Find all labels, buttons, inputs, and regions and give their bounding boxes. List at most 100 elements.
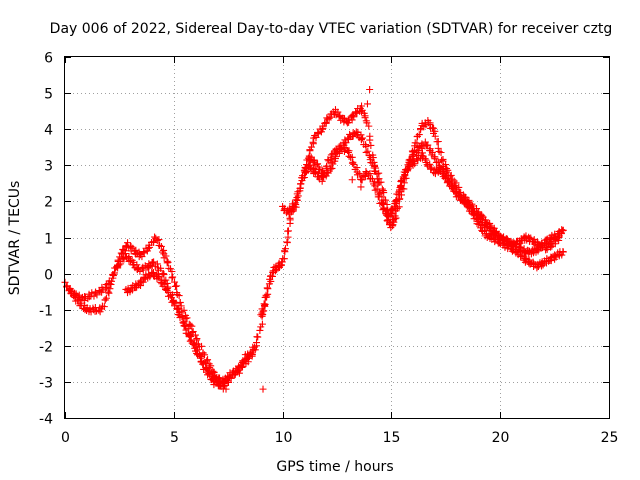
data-point-track-f — [309, 157, 317, 165]
axis-ticks: 0 5 10 15 20 25 -4 -3 -2 -1 0 1 2 3 4 5 6 — [39, 51, 618, 447]
data-point-track-a — [209, 367, 217, 375]
data-point-track-d — [284, 227, 292, 235]
y-axis-label: SDTVAR / TECUs — [7, 181, 23, 296]
data-point-track-f — [470, 207, 478, 215]
data-point-track-b — [121, 250, 129, 258]
data-point-track-e — [353, 171, 361, 179]
data-point-track-a — [168, 268, 176, 276]
data-point-track-a — [256, 326, 264, 334]
data-point-track-f — [382, 196, 390, 204]
data-point-track-c — [202, 359, 210, 367]
data-point-track-f — [512, 241, 520, 249]
y-tick-label: 1 — [44, 232, 53, 248]
data-point-track-d — [434, 144, 442, 152]
data-points — [61, 85, 567, 393]
data-point-track-a — [171, 278, 179, 286]
data-point-track-a — [146, 243, 154, 251]
data-point-track-c — [191, 341, 199, 349]
data-point-track-b — [248, 352, 256, 360]
data-point-track-f — [310, 156, 318, 164]
data-point-track-b — [251, 346, 259, 354]
data-point-track-f — [443, 172, 451, 180]
data-point-track-f — [411, 160, 419, 168]
grid-lines — [65, 57, 609, 418]
data-point-track-f — [396, 184, 404, 192]
data-point-track-a — [199, 349, 207, 357]
data-point-track-f — [359, 134, 367, 142]
data-point-track-b — [109, 270, 117, 278]
data-point-isolated — [348, 176, 356, 184]
data-point-track-a — [140, 249, 148, 257]
data-point-track-b — [150, 258, 158, 266]
data-point-track-b — [227, 374, 235, 382]
data-point-track-f — [300, 166, 308, 174]
data-point-track-a — [188, 322, 196, 330]
data-point-track-c — [208, 368, 216, 376]
data-point-track-e — [530, 260, 538, 268]
data-point-isolated — [259, 385, 267, 393]
data-point-track-d — [312, 133, 320, 141]
data-point-isolated — [392, 197, 400, 205]
y-tick-label: -3 — [39, 376, 53, 392]
data-point-track-d — [559, 226, 567, 234]
data-point-track-a — [162, 252, 170, 260]
data-point-track-f — [307, 153, 315, 161]
x-axis-label: GPS time / hours — [276, 459, 393, 475]
data-point-track-d — [286, 214, 294, 222]
data-point-track-c — [193, 346, 201, 354]
data-point-track-d — [434, 138, 442, 146]
data-point-track-c — [169, 296, 177, 304]
data-point-track-c — [211, 373, 219, 381]
data-point-track-d — [322, 119, 330, 127]
data-point-track-d — [306, 147, 314, 155]
data-point-track-d — [520, 245, 528, 253]
data-point-track-e — [287, 206, 295, 214]
data-point-track-d — [361, 112, 369, 120]
data-point-track-b — [157, 264, 165, 272]
data-point-track-f — [371, 162, 379, 170]
data-point-track-a — [138, 253, 146, 261]
data-point-track-d — [431, 132, 439, 140]
data-point-track-d — [277, 261, 285, 269]
y-tick-label: 4 — [44, 123, 53, 139]
y-tick-label: 2 — [44, 195, 53, 211]
data-point-track-f — [358, 136, 366, 144]
data-point-track-d — [325, 114, 333, 122]
data-point-track-f — [372, 164, 380, 172]
x-tick-label: 5 — [170, 430, 179, 446]
data-point-track-e — [371, 186, 379, 194]
data-point-track-a — [101, 296, 109, 304]
data-point-track-a — [164, 258, 172, 266]
data-point-track-b — [160, 271, 168, 279]
data-point-track-b — [234, 367, 242, 375]
data-point-track-f — [314, 160, 322, 168]
data-point-track-d — [366, 136, 374, 144]
data-point-track-c — [222, 385, 230, 393]
data-point-track-e — [559, 248, 567, 256]
data-point-track-a — [168, 274, 176, 282]
data-point-track-f — [373, 170, 381, 178]
data-point-isolated — [363, 100, 371, 108]
data-point-isolated — [390, 215, 398, 223]
data-point-track-e — [533, 264, 541, 272]
plot-frame — [64, 56, 610, 419]
data-point-track-e — [434, 158, 442, 166]
data-point-track-d — [314, 130, 322, 138]
x-tick-label: 10 — [275, 430, 293, 446]
data-point-track-c — [196, 354, 204, 362]
data-point-track-e — [300, 174, 308, 182]
data-point-track-c — [161, 286, 169, 294]
data-point-track-f — [426, 160, 434, 168]
data-point-track-a — [180, 306, 188, 314]
y-tick-label: 6 — [44, 51, 53, 67]
data-point-track-b — [107, 277, 115, 285]
data-point-track-d — [264, 285, 272, 293]
data-point-track-a — [150, 238, 158, 246]
data-point-track-f — [398, 178, 406, 186]
data-point-track-f — [452, 188, 460, 196]
data-point-track-b — [244, 354, 252, 362]
data-point-track-a — [144, 244, 152, 252]
data-point-track-f — [440, 168, 448, 176]
data-point-track-b — [145, 263, 153, 271]
y-tick-label: 0 — [44, 268, 53, 284]
